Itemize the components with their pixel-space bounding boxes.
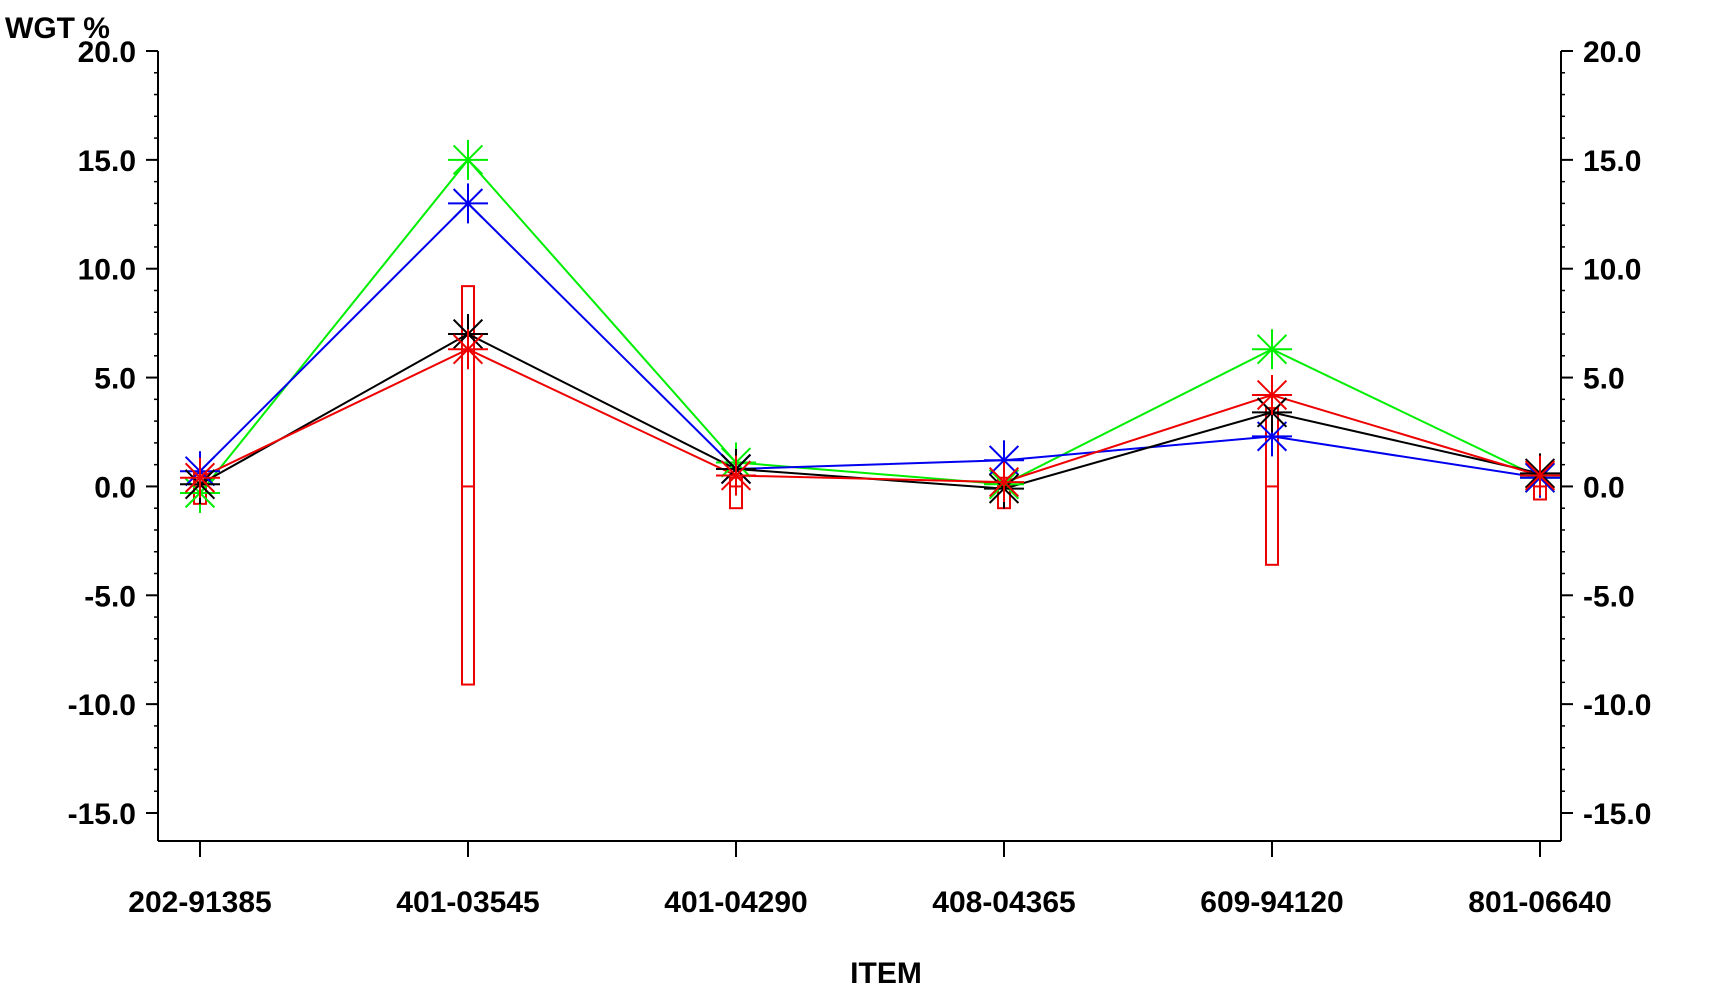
y-tick-label-right: 0.0	[1583, 471, 1625, 504]
axes	[157, 51, 1562, 842]
axis-ticks	[146, 50, 1573, 857]
y-axis-title: WGT %	[5, 12, 110, 45]
y-tick-label-left: 20.0	[78, 36, 136, 69]
limit-bars	[193, 285, 1547, 686]
y-tick-label-right: -15.0	[1583, 798, 1651, 831]
x-axis-title: ITEM	[850, 957, 922, 990]
y-tick-label-left: 15.0	[78, 145, 136, 178]
x-tick-label: 401-04290	[664, 886, 807, 919]
series-1-point	[448, 183, 488, 224]
y-tick-label-left: -5.0	[84, 580, 136, 613]
x-tick-label: 202-91385	[128, 886, 271, 919]
series-line-0	[199, 158, 1541, 494]
series-3-point	[716, 455, 756, 496]
y-tick-label-left: 10.0	[78, 254, 136, 287]
x-tick-label: 401-03545	[396, 886, 539, 919]
axis-labels: WGT % ITEM -15.0 -15.0 -10.0 -10.0 -5.0 -5.0 0…	[5, 12, 1651, 990]
x-tick-label: 408-04365	[932, 886, 1075, 919]
series-lines	[199, 158, 1541, 494]
y-tick-label-left: 5.0	[94, 363, 136, 396]
y-tick-label-right: -5.0	[1583, 580, 1635, 613]
y-tick-label-left: 0.0	[94, 471, 136, 504]
x-tick-label: 801-06640	[1468, 886, 1611, 919]
series-3-point	[1252, 374, 1292, 415]
series-3-point	[448, 329, 488, 370]
y-tick-label-left: -15.0	[68, 798, 136, 831]
series-3-point	[180, 457, 220, 498]
series-0-point	[1252, 329, 1292, 370]
series-0-point	[448, 139, 488, 180]
series-3-point	[1520, 455, 1560, 496]
y-tick-label-right: -10.0	[1583, 689, 1651, 722]
y-tick-label-left: -10.0	[68, 689, 136, 722]
y-tick-label-right: 15.0	[1583, 145, 1641, 178]
series-line-3	[199, 348, 1541, 484]
y-tick-label-right: 5.0	[1583, 363, 1625, 396]
y-tick-label-right: 20.0	[1583, 36, 1641, 69]
series-line-1	[199, 201, 1541, 479]
series-markers	[180, 139, 1560, 513]
limit-bar	[461, 285, 475, 686]
series-3-point	[984, 462, 1024, 503]
x-tick-label: 609-94120	[1200, 886, 1343, 919]
y-tick-label-right: 10.0	[1583, 254, 1641, 287]
